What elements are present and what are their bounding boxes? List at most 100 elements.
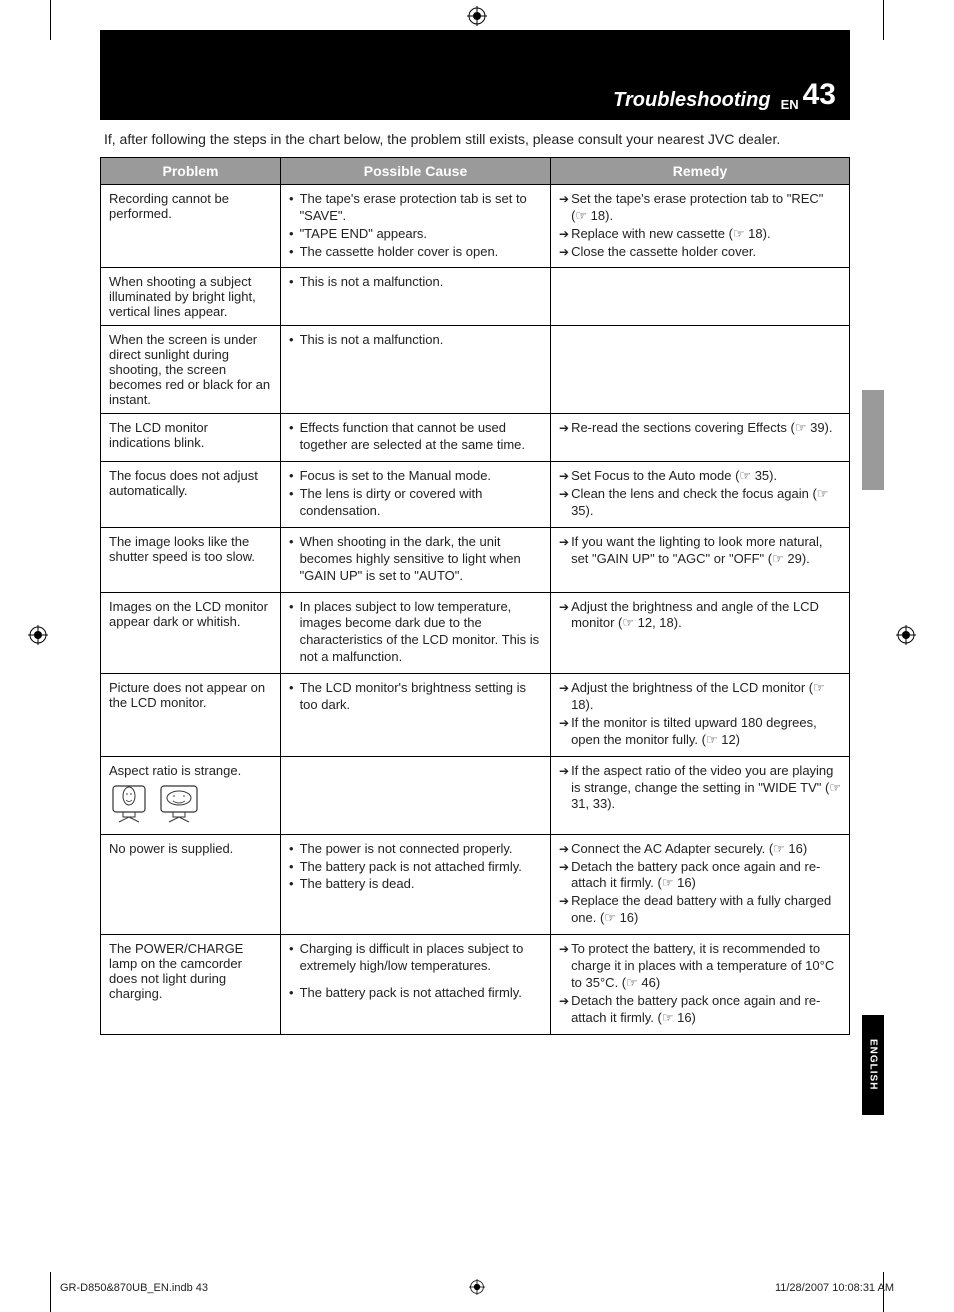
remedy-item: Detach the battery pack once again and r…	[571, 993, 841, 1027]
remedy-cell: Set Focus to the Auto mode (☞ 35). Clean…	[551, 462, 850, 528]
crop-mark	[883, 0, 884, 40]
problem-cell: The POWER/CHARGE lamp on the camcorder d…	[101, 935, 281, 1034]
side-tab-language: ENGLISH	[862, 1015, 884, 1115]
problem-text: Aspect ratio is strange.	[109, 763, 241, 778]
problem-cell: No power is supplied.	[101, 834, 281, 934]
col-header-remedy: Remedy	[551, 157, 850, 184]
table-row: The LCD monitor indications blink. Effec…	[101, 414, 850, 462]
table-row: Aspect ratio is strange.	[101, 756, 850, 834]
cause-item: The cassette holder cover is open.	[300, 244, 499, 261]
problem-cell: Recording cannot be performed.	[101, 184, 281, 268]
aspect-icon-wide	[159, 784, 199, 828]
problem-cell: Aspect ratio is strange.	[101, 756, 281, 834]
problem-cell: When shooting a subject illuminated by b…	[101, 268, 281, 326]
remedy-item: Detach the battery pack once again and r…	[571, 859, 841, 893]
registration-mark-icon	[896, 625, 916, 645]
page-content: Troubleshooting EN 43 If, after followin…	[100, 30, 850, 1035]
table-row: No power is supplied. The power is not c…	[101, 834, 850, 934]
col-header-problem: Problem	[101, 157, 281, 184]
footer-right: 11/28/2007 10:08:31 AM	[775, 1282, 894, 1294]
table-row: The focus does not adjust automatically.…	[101, 462, 850, 528]
table-row: Picture does not appear on the LCD monit…	[101, 674, 850, 757]
table-row: The POWER/CHARGE lamp on the camcorder d…	[101, 935, 850, 1034]
remedy-item: Adjust the brightness of the LCD monitor…	[571, 680, 841, 714]
remedy-cell: If you want the lighting to look more na…	[551, 527, 850, 592]
remedy-item: Adjust the brightness and angle of the L…	[571, 599, 841, 633]
cause-item: The battery is dead.	[300, 876, 415, 893]
side-tab-label: ENGLISH	[868, 1039, 879, 1090]
cause-cell: The LCD monitor's brightness setting is …	[281, 674, 551, 757]
troubleshooting-table: Problem Possible Cause Remedy Recording …	[100, 157, 850, 1035]
remedy-cell: To protect the battery, it is recommende…	[551, 935, 850, 1034]
aspect-ratio-icons	[109, 784, 272, 828]
cause-cell: The power is not connected properly. The…	[281, 834, 551, 934]
problem-cell: Picture does not appear on the LCD monit…	[101, 674, 281, 757]
problem-cell: The LCD monitor indications blink.	[101, 414, 281, 462]
cause-cell: This is not a malfunction.	[281, 326, 551, 414]
cause-item: The LCD monitor's brightness setting is …	[300, 680, 542, 714]
table-row: Images on the LCD monitor appear dark or…	[101, 592, 850, 674]
remedy-cell: Adjust the brightness and angle of the L…	[551, 592, 850, 674]
header-bar: Troubleshooting EN 43	[100, 30, 850, 120]
header-title: Troubleshooting	[613, 89, 770, 112]
header-lang: EN	[781, 97, 799, 112]
remedy-cell	[551, 268, 850, 326]
aspect-icon-narrow	[109, 784, 149, 828]
intro-text: If, after following the steps in the cha…	[104, 130, 846, 149]
crop-mark	[50, 1272, 51, 1312]
table-row: The image looks like the shutter speed i…	[101, 527, 850, 592]
cause-cell: Charging is difficult in places subject …	[281, 935, 551, 1034]
cause-cell: The tape's erase protection tab is set t…	[281, 184, 551, 268]
cause-item: Effects function that cannot be used tog…	[300, 420, 542, 454]
remedy-cell: Re-read the sections covering Effects (☞…	[551, 414, 850, 462]
col-header-cause: Possible Cause	[281, 157, 551, 184]
cause-cell	[281, 756, 551, 834]
remedy-item: Connect the AC Adapter securely. (☞ 16)	[571, 841, 807, 858]
header-page-number: 43	[803, 78, 836, 112]
remedy-item: If the aspect ratio of the video you are…	[571, 763, 841, 814]
remedy-cell: Adjust the brightness of the LCD monitor…	[551, 674, 850, 757]
footer-left: GR-D850&870UB_EN.indb 43	[60, 1282, 208, 1294]
cause-cell: This is not a malfunction.	[281, 268, 551, 326]
problem-cell: Images on the LCD monitor appear dark or…	[101, 592, 281, 674]
remedy-cell	[551, 326, 850, 414]
cause-item: The lens is dirty or covered with conden…	[300, 486, 542, 520]
cause-item: The battery pack is not attached firmly.	[300, 859, 522, 876]
table-row: Recording cannot be performed. The tape'…	[101, 184, 850, 268]
problem-cell: When the screen is under direct sunlight…	[101, 326, 281, 414]
cause-cell: In places subject to low temperature, im…	[281, 592, 551, 674]
cause-cell: Effects function that cannot be used tog…	[281, 414, 551, 462]
remedy-cell: Set the tape's erase protection tab to "…	[551, 184, 850, 268]
cause-item: The power is not connected properly.	[300, 841, 513, 858]
remedy-cell: If the aspect ratio of the video you are…	[551, 756, 850, 834]
registration-mark-icon	[469, 1279, 485, 1298]
remedy-item: Set Focus to the Auto mode (☞ 35).	[571, 468, 777, 485]
remedy-item: Replace with new cassette (☞ 18).	[571, 226, 771, 243]
footer: GR-D850&870UB_EN.indb 43 11/28/2007 10:0…	[60, 1282, 894, 1294]
side-tab-gray	[862, 390, 884, 490]
cause-cell: When shooting in the dark, the unit beco…	[281, 527, 551, 592]
table-row: When the screen is under direct sunlight…	[101, 326, 850, 414]
remedy-item: Clean the lens and check the focus again…	[571, 486, 841, 520]
table-row: When shooting a subject illuminated by b…	[101, 268, 850, 326]
problem-cell: The focus does not adjust automatically.	[101, 462, 281, 528]
cause-item: Focus is set to the Manual mode.	[300, 468, 491, 485]
remedy-item: Re-read the sections covering Effects (☞…	[571, 420, 832, 437]
cause-cell: Focus is set to the Manual mode. The len…	[281, 462, 551, 528]
cause-item: The tape's erase protection tab is set t…	[300, 191, 542, 225]
remedy-cell: Connect the AC Adapter securely. (☞ 16) …	[551, 834, 850, 934]
remedy-item: Replace the dead battery with a fully ch…	[571, 893, 841, 927]
registration-mark-icon	[467, 6, 487, 26]
problem-cell: The image looks like the shutter speed i…	[101, 527, 281, 592]
cause-item: In places subject to low temperature, im…	[300, 599, 542, 667]
remedy-item: If the monitor is tilted upward 180 degr…	[571, 715, 841, 749]
registration-mark-icon	[28, 625, 48, 645]
remedy-item: Close the cassette holder cover.	[571, 244, 756, 261]
cause-item: "TAPE END" appears.	[300, 226, 427, 243]
cause-item: This is not a malfunction.	[300, 274, 444, 291]
cause-item: When shooting in the dark, the unit beco…	[300, 534, 542, 585]
remedy-item: Set the tape's erase protection tab to "…	[571, 191, 841, 225]
cause-item: The battery pack is not attached firmly.	[300, 985, 522, 1002]
crop-mark	[50, 0, 51, 40]
cause-item: Charging is difficult in places subject …	[300, 941, 542, 975]
